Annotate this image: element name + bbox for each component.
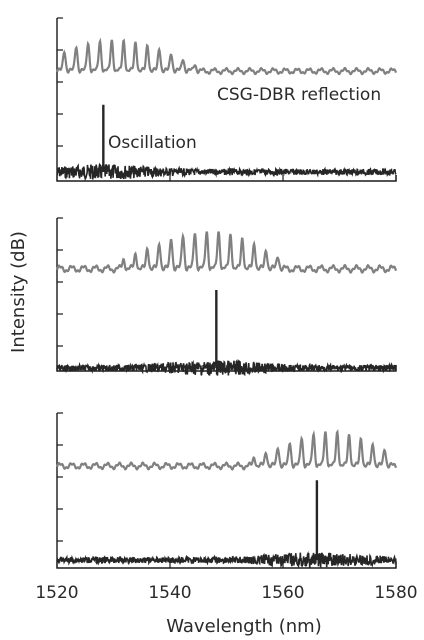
panel-1-reflection-series [55,37,398,76]
panel-3-reflection-series [55,429,398,471]
x-axis-label: Wavelength (nm) [166,616,322,637]
panel-2-oscillation-noise [56,359,397,377]
panel-1-oscillation-noise [56,162,397,181]
annotation-oscillation: Oscillation [108,133,197,153]
x-tick-label: 1540 [148,583,191,603]
panel-3-oscillation-noise [56,550,397,569]
panel-3-axes [56,413,397,569]
panel-2-reflection-series [55,231,398,274]
x-tick-label: 1520 [35,583,78,603]
x-tick-label: 1580 [374,583,417,603]
annotation-csg-dbr-reflection: CSG-DBR reflection [217,85,381,105]
y-axis-label: Intensity (dB) [8,231,29,353]
x-tick-label: 1560 [261,583,304,603]
panel-2-axes [56,218,397,372]
